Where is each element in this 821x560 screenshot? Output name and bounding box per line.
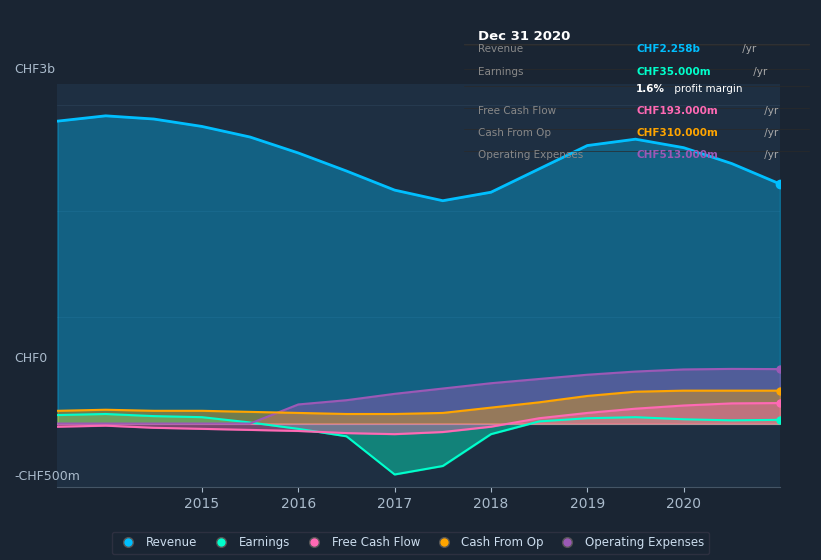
Text: CHF193.000m: CHF193.000m: [636, 106, 718, 116]
Text: CHF513.000m: CHF513.000m: [636, 150, 718, 160]
Text: -CHF500m: -CHF500m: [14, 470, 80, 483]
Text: CHF2.258b: CHF2.258b: [636, 44, 700, 54]
Text: 1.6%: 1.6%: [636, 84, 665, 94]
Text: Free Cash Flow: Free Cash Flow: [478, 106, 556, 116]
Text: Earnings: Earnings: [478, 67, 523, 77]
Text: CHF3b: CHF3b: [14, 63, 55, 76]
Text: /yr: /yr: [761, 106, 778, 116]
Text: CHF35.000m: CHF35.000m: [636, 67, 711, 77]
Text: Operating Expenses: Operating Expenses: [478, 150, 583, 160]
Text: profit margin: profit margin: [671, 84, 742, 94]
Text: /yr: /yr: [750, 67, 768, 77]
Text: /yr: /yr: [761, 150, 778, 160]
Text: CHF310.000m: CHF310.000m: [636, 128, 718, 138]
Text: Revenue: Revenue: [478, 44, 523, 54]
Legend: Revenue, Earnings, Free Cash Flow, Cash From Op, Operating Expenses: Revenue, Earnings, Free Cash Flow, Cash …: [112, 531, 709, 554]
Text: Cash From Op: Cash From Op: [478, 128, 551, 138]
Text: Dec 31 2020: Dec 31 2020: [478, 30, 570, 43]
Text: /yr: /yr: [739, 44, 756, 54]
Text: /yr: /yr: [761, 128, 778, 138]
Text: CHF0: CHF0: [14, 352, 48, 365]
